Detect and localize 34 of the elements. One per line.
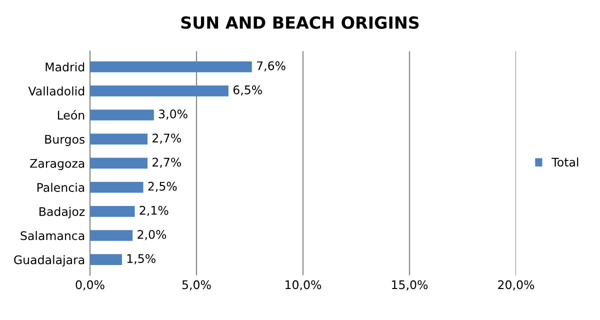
bar (90, 158, 148, 169)
data-label: 7,6% (257, 61, 286, 72)
x-tick-label: 20,0% (498, 280, 534, 290)
bar (90, 206, 135, 217)
bar (90, 110, 154, 120)
data-label: 2,7% (152, 158, 182, 168)
x-tick-label: 5,0% (182, 280, 211, 290)
y-tick-label: León (58, 110, 84, 120)
data-label: 2,7% (152, 134, 182, 144)
data-label: 2,0% (138, 230, 166, 240)
x-tick-label: 0,0% (76, 280, 104, 290)
bar (90, 182, 144, 193)
chart-title: SUN AND BEACH ORIGINS (181, 16, 419, 29)
data-label: 3,0% (158, 110, 188, 120)
y-tick-label: Guadalajara (14, 255, 84, 267)
y-tick-label: Madrid (46, 62, 84, 72)
bar (90, 134, 148, 145)
y-tick-label: Palencia (37, 182, 84, 192)
legend-label: Total (552, 157, 578, 167)
y-tick-label: Salamanca (20, 231, 84, 240)
data-label: 2,5% (148, 182, 177, 192)
y-tick-label: Badajoz (40, 206, 85, 218)
x-tick-label: 15,0% (392, 280, 428, 290)
y-tick-label: Zaragoza (30, 159, 84, 170)
y-tick-label: Burgos (45, 134, 85, 146)
bar (90, 230, 133, 241)
data-label: 6,5% (233, 85, 262, 96)
bar (90, 61, 252, 72)
bar (90, 254, 122, 266)
y-tick-label: Valladolid (28, 86, 84, 96)
x-tick-label: 10,0% (286, 280, 322, 290)
bar (90, 85, 228, 96)
data-label: 2,1% (140, 206, 168, 216)
data-label: 1,5% (127, 254, 156, 264)
